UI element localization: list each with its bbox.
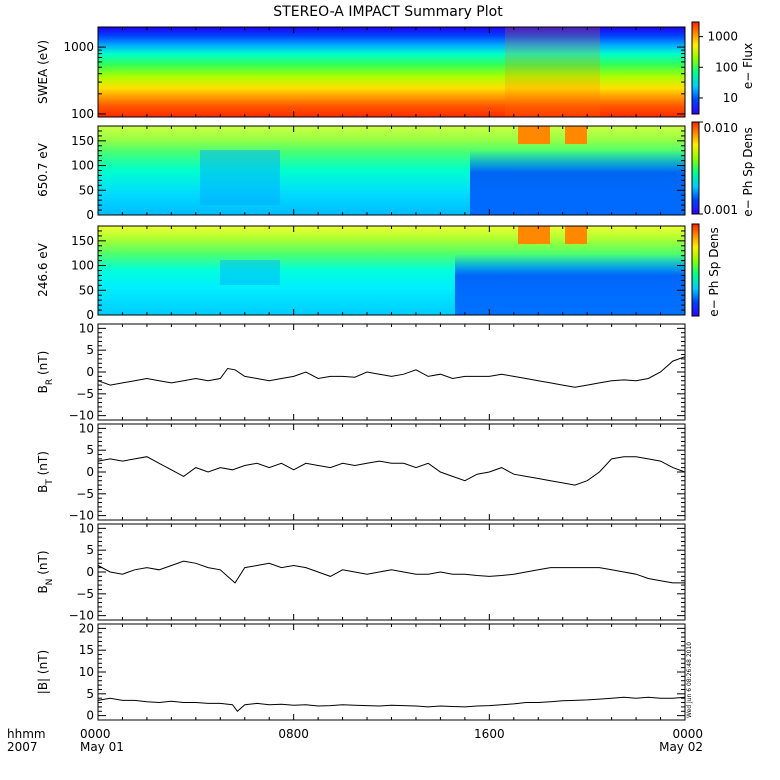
y-tick-label: −10 [69,409,94,423]
y-tick-label: 15 [79,643,94,657]
colorbar-tick-label: 0.010 [704,121,738,135]
x-date-label: May 01 [80,740,124,754]
bn-ylabel: BN (nT) [36,550,55,593]
y-tick-label: 100 [71,159,94,173]
bn-series-line [97,560,685,584]
y-tick-label: 0 [86,365,94,379]
pad650-patch [470,150,685,215]
y-tick-label: 0 [86,709,94,723]
x-tick-label: 1600 [474,727,505,741]
pad650-colorbar [691,121,700,215]
pad650-hot [565,126,587,144]
bn-frame [97,523,686,621]
year-label: 2007 [7,740,38,754]
bt-frame [97,423,686,521]
plot-title: STEREO-A IMPACT Summary Plot [273,4,503,20]
panel-bn: 10 5 0 −5 −10 BN (nT) [36,521,686,623]
time-format-label: hhmm [7,727,46,741]
y-tick-label: 10 [79,521,94,535]
y-tick-label: −10 [69,509,94,523]
pad246-hot [565,226,587,244]
x-date-label: May 02 [659,740,703,754]
y-tick-label: 150 [71,134,94,148]
y-tick-label: 10 [79,665,94,679]
y-tick-label: −10 [69,609,94,623]
y-tick-label: 50 [79,283,94,297]
pad246-patch [455,254,685,315]
panel-br: 10 5 0 −5 −10 BR (nT) [36,321,686,423]
y-tick-label: 5 [86,343,94,357]
y-tick-label: −5 [76,487,94,501]
y-tick-label: 20 [79,621,94,635]
x-tick-label: 0000 [672,727,703,741]
x-tick-label: 0000 [80,727,111,741]
bt-ylabel: BT (nT) [36,451,55,493]
pad246-colorbar-label: e− Ph Sp Dens [707,227,721,316]
panel-swea: 100 1000 SWEA (eV) 10 100 1000 e− Flux [36,21,755,121]
y-tick-label: 0 [86,208,94,222]
swea-colorbar [691,21,700,115]
y-tick-label: 150 [71,234,94,248]
y-tick-label: 0 [86,308,94,322]
swea-colorbar-label: e− Flux [741,43,755,89]
y-tick-label: 5 [86,687,94,701]
y-tick-label: −5 [76,387,94,401]
y-tick-label: 10 [79,321,94,335]
y-tick-label: −5 [76,587,94,601]
pad650-hot [518,126,550,144]
swea-heatmap [98,27,685,117]
pad246-hot [518,226,550,244]
x-tick-label: 0800 [278,727,309,741]
swea-enhancement [505,27,600,117]
y-tick-label: 5 [86,543,94,557]
panel-bt: 10 5 0 −5 −10 BT (nT) [36,421,686,523]
br-frame [97,323,686,421]
pad246-ylabel: 246.6 eV [36,242,50,297]
pad246-colorbar [691,223,700,317]
y-tick-label: 1000 [63,40,94,54]
br-series-line [97,356,686,388]
y-tick-label: 5 [86,443,94,457]
bt-series-line [97,456,686,486]
colorbar-tick-label: 1000 [707,30,738,44]
pad650-ylabel: 650.7 eV [36,142,50,197]
generation-timestamp: Wed Jun 6 08:26:48 2010 [686,642,693,718]
colorbar-tick-label: 0.001 [704,203,738,217]
y-tick-label: 0 [86,465,94,479]
colorbar-tick-label: 10 [723,91,738,105]
pad246-patch [220,260,280,285]
pad650-patch [200,150,280,205]
br-ylabel: BR (nT) [36,351,55,394]
colorbar-tick-label: 100 [715,60,738,74]
y-tick-label: 100 [71,259,94,273]
y-tick-label: 100 [71,107,94,121]
y-tick-label: 0 [86,565,94,579]
panel-pad650: 0 50 100 150 650.7 eV 0.001 0.010 e− Ph Sp D… [36,121,755,222]
y-tick-label: 50 [79,183,94,197]
swea-ylabel: SWEA (eV) [36,40,50,104]
panel-bmag: 20 15 10 5 0 |B| (nT) [36,621,686,723]
bmag-series-line [97,696,686,713]
bmag-ylabel: |B| (nT) [36,650,50,694]
pad650-colorbar-label: e− Ph Sp Dens [741,127,755,216]
y-tick-label: 10 [79,421,94,435]
panel-pad246: 0 50 100 150 246.6 eV e− Ph Sp Dens [36,223,721,322]
